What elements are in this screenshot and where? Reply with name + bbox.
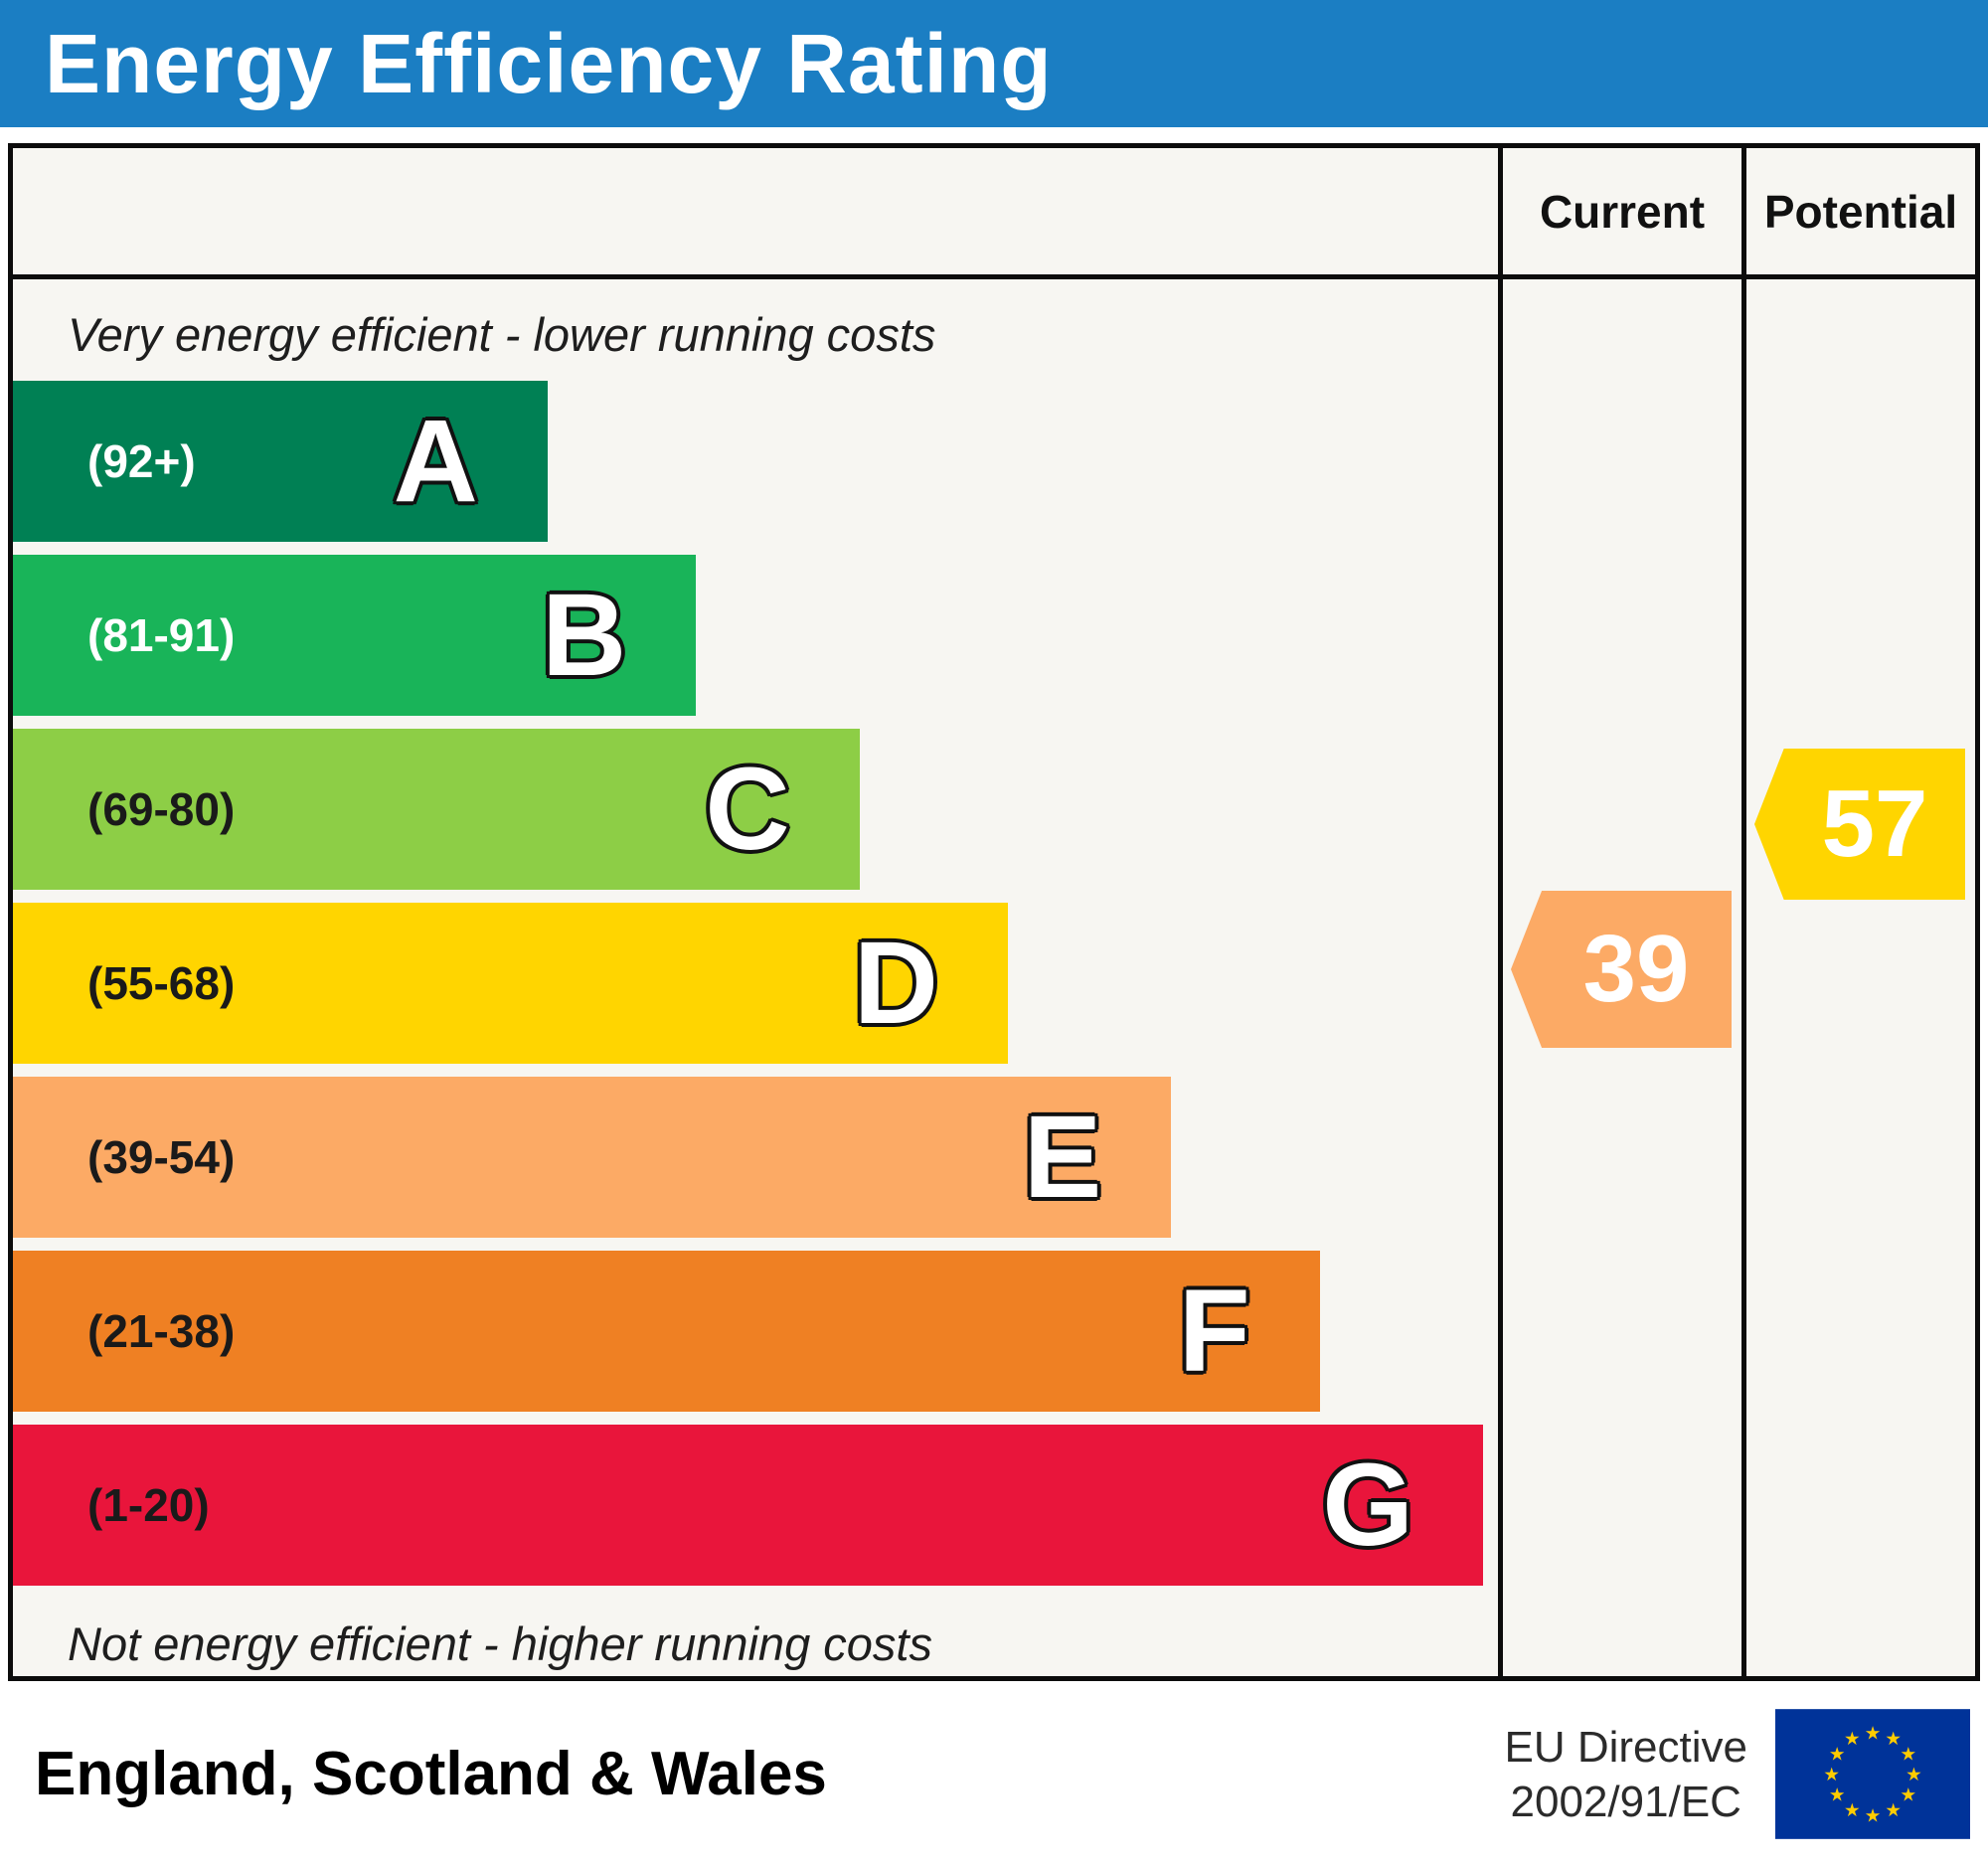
- band-letter: C: [703, 744, 792, 875]
- band-range-label: (39-54): [87, 1131, 236, 1183]
- svg-text:★: ★: [1865, 1805, 1882, 1826]
- svg-text:★: ★: [1844, 1729, 1861, 1750]
- band-row-e: (39-54) E: [13, 1077, 1498, 1238]
- band-bar-g: (1-20) G: [13, 1425, 1484, 1586]
- band-bar-e: (39-54) E: [13, 1077, 1172, 1238]
- band-range-label: (21-38): [87, 1305, 236, 1357]
- band-letter: E: [1021, 1092, 1104, 1223]
- potential-rating-value: 57: [1821, 770, 1928, 877]
- page-footer: England, Scotland & Wales EU Directive 2…: [0, 1681, 1988, 1867]
- band-row-c: (69-80) C: [13, 729, 1498, 890]
- band-letter: B: [540, 570, 629, 701]
- band-letter: D: [851, 918, 940, 1049]
- band-range-label: (55-68): [87, 957, 236, 1009]
- band-row-g: (1-20) G: [13, 1425, 1498, 1586]
- band-bar-c: (69-80) C: [13, 729, 860, 890]
- eu-directive-label: EU Directive 2002/91/EC: [1505, 1720, 1748, 1829]
- band-bar-f: (21-38) F: [13, 1251, 1320, 1412]
- rating-table: Current Potential Very energy efficient …: [8, 143, 1980, 1681]
- svg-text:★: ★: [1901, 1744, 1917, 1765]
- band-row-b: (81-91) B: [13, 555, 1498, 716]
- region-label: England, Scotland & Wales: [35, 1740, 827, 1808]
- band-range-label: (92+): [87, 435, 196, 487]
- eu-flag-icon: ★ ★ ★ ★ ★ ★ ★ ★ ★ ★ ★ ★: [1775, 1709, 1970, 1839]
- band-bar-b: (81-91) B: [13, 555, 697, 716]
- potential-column-header: Potential: [1741, 148, 1975, 274]
- page-title: Energy Efficiency Rating: [45, 16, 1053, 110]
- band-letter: F: [1176, 1266, 1252, 1397]
- band-row-a: (92+) A: [13, 381, 1498, 542]
- svg-text:★: ★: [1885, 1729, 1902, 1750]
- top-note: Very energy efficient - lower running co…: [68, 308, 936, 361]
- svg-text:★: ★: [1829, 1744, 1846, 1765]
- potential-column: 57: [1741, 279, 1975, 1676]
- band-range-label: (69-80): [87, 783, 236, 835]
- band-range-label: (1-20): [87, 1479, 210, 1531]
- column-header-row: Current Potential: [13, 148, 1975, 279]
- title-bar: Energy Efficiency Rating: [0, 0, 1988, 127]
- band-row-d: (55-68) D: [13, 903, 1498, 1064]
- svg-text:★: ★: [1901, 1785, 1917, 1806]
- eu-directive-line1: EU Directive: [1504, 1722, 1748, 1772]
- eu-directive-line2: 2002/91/EC: [1510, 1777, 1741, 1826]
- bands-column: Very energy efficient - lower running co…: [13, 279, 1498, 1676]
- current-column-header: Current: [1498, 148, 1741, 274]
- current-rating-value: 39: [1582, 916, 1690, 1022]
- chart-body: Very energy efficient - lower running co…: [13, 279, 1975, 1676]
- current-column: 39: [1498, 279, 1741, 1676]
- potential-rating-tag: 57: [1754, 749, 1965, 900]
- band-range-label: (81-91): [87, 609, 236, 661]
- band-letter: A: [391, 396, 480, 527]
- svg-text:★: ★: [1844, 1800, 1861, 1821]
- band-row-f: (21-38) F: [13, 1251, 1498, 1412]
- current-rating-tag: 39: [1511, 891, 1732, 1048]
- svg-text:★: ★: [1823, 1765, 1840, 1785]
- header-spacer: [13, 148, 1498, 274]
- svg-text:★: ★: [1865, 1724, 1882, 1745]
- band-bar-a: (92+) A: [13, 381, 548, 542]
- svg-text:★: ★: [1905, 1765, 1922, 1785]
- svg-text:★: ★: [1885, 1800, 1902, 1821]
- svg-text:★: ★: [1829, 1785, 1846, 1806]
- band-bar-d: (55-68) D: [13, 903, 1008, 1064]
- bottom-note: Not energy efficient - higher running co…: [68, 1617, 932, 1670]
- band-letter: G: [1320, 1440, 1416, 1571]
